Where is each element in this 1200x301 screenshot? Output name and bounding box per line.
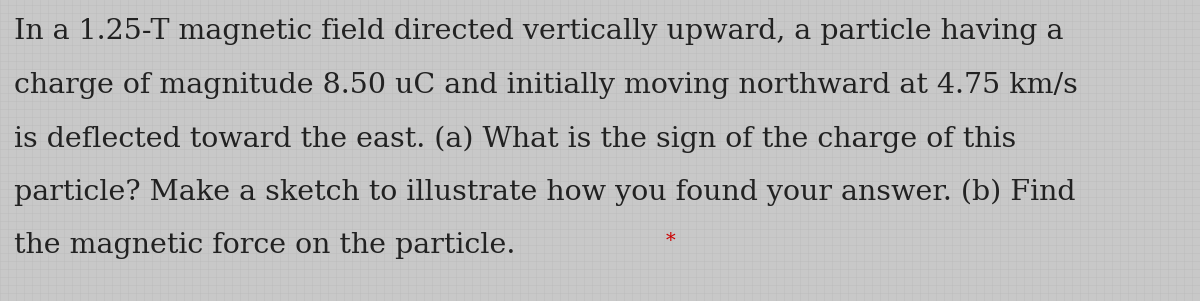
Text: charge of magnitude 8.50 uC and initially moving northward at 4.75 km/s: charge of magnitude 8.50 uC and initiall… [14,72,1079,99]
Text: In a 1.25-T magnetic field directed vertically upward, a particle having a: In a 1.25-T magnetic field directed vert… [14,18,1064,45]
Text: is deflected toward the east. (a) What is the sign of the charge of this: is deflected toward the east. (a) What i… [14,125,1016,153]
Text: the magnetic force on the particle.: the magnetic force on the particle. [14,232,516,259]
Text: particle? Make a sketch to illustrate how you found your answer. (b) Find: particle? Make a sketch to illustrate ho… [14,179,1076,206]
Text: *: * [665,232,674,250]
